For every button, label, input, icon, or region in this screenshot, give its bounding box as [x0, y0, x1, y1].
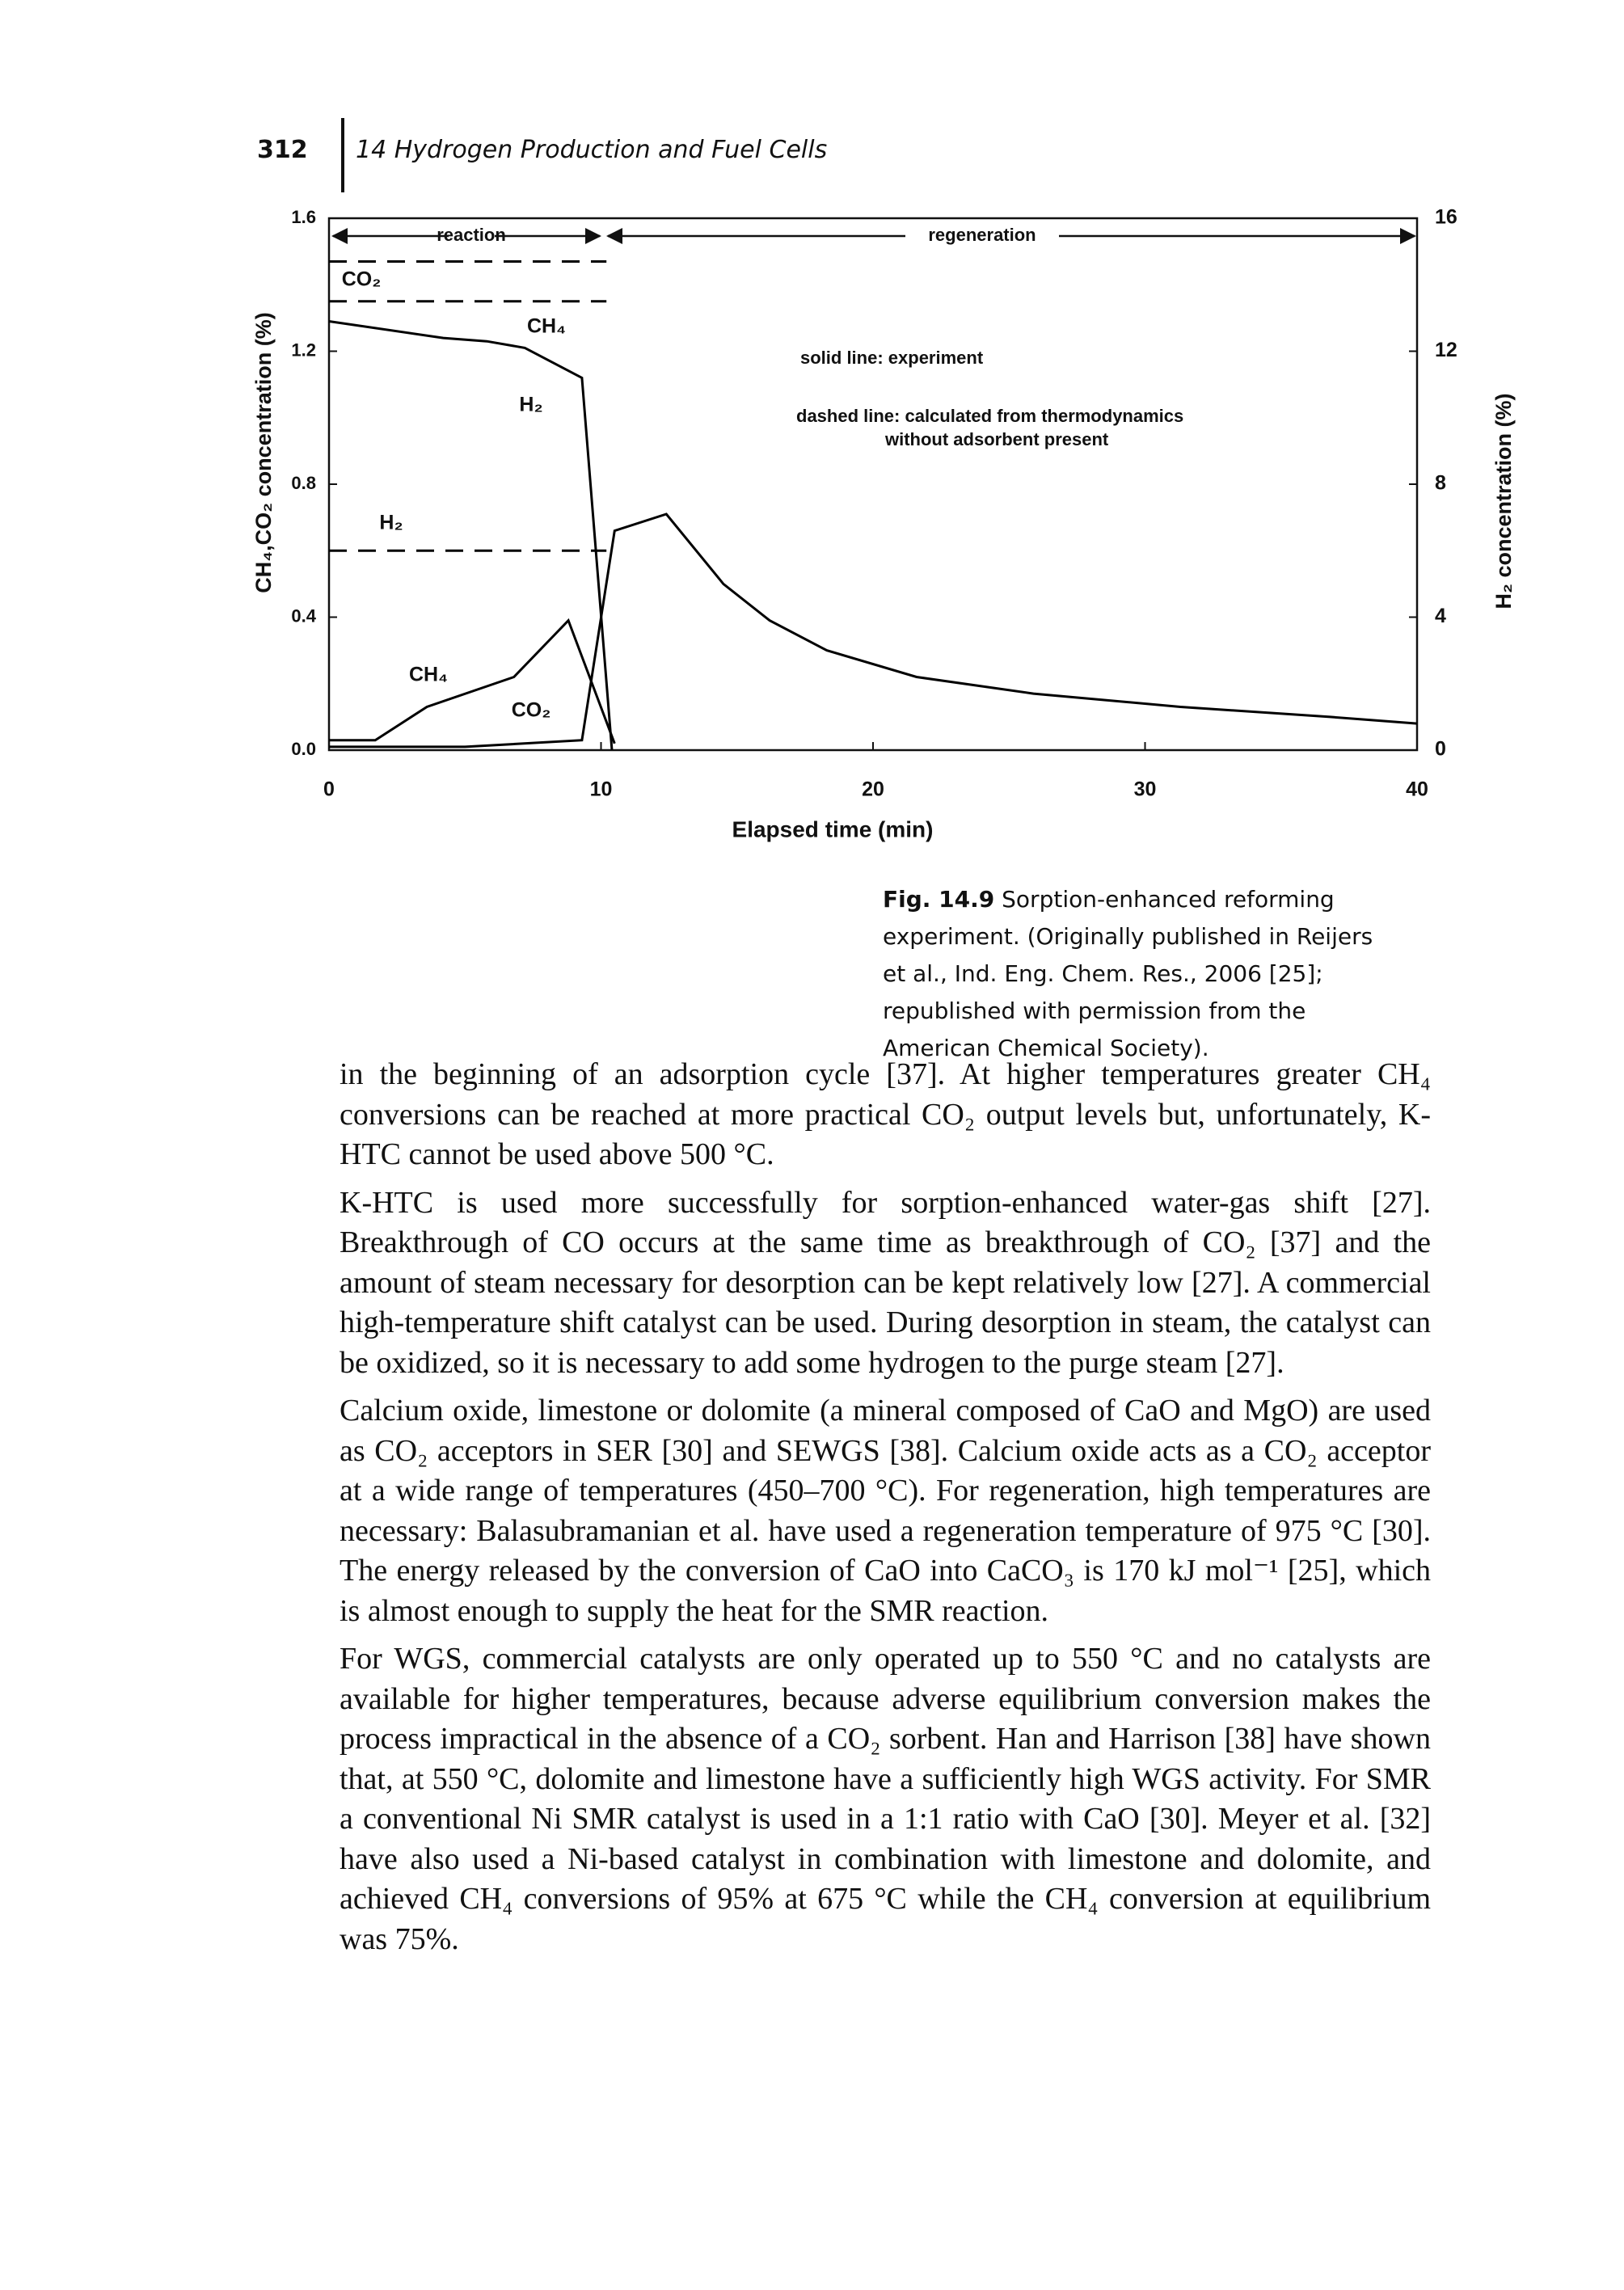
series-label: H₂ [519, 394, 542, 416]
y2-tick-label: 12 [1435, 339, 1457, 361]
running-title: 14 Hydrogen Production and Fuel Cells [356, 136, 828, 164]
body-text: in the beginning of an adsorption cycle … [340, 1055, 1431, 1967]
series-label: CH₄ [409, 664, 448, 686]
caption-text: Sorption-enhanced reforming experiment. … [883, 886, 1373, 1061]
x-tick-label: 40 [1406, 778, 1428, 801]
x-tick-label: 0 [323, 778, 335, 801]
series-label: CO₂ [342, 268, 382, 291]
header-rule [341, 118, 344, 192]
y-axis-label: CH₄,CO₂ concentration (%) [251, 312, 276, 593]
series-label: H₂ [379, 512, 403, 534]
y-tick-label: 0.4 [291, 605, 316, 626]
y-tick-label: 1.2 [291, 339, 316, 360]
paragraph: For WGS, commercial catalysts are only o… [340, 1642, 1431, 1956]
y2-axis-label: H₂ concentration (%) [1491, 393, 1516, 609]
series-line [329, 618, 616, 744]
x-tick-label: 30 [1134, 778, 1157, 801]
annotation: dashed line: calculated from thermodynam… [796, 406, 1183, 426]
y2-tick-label: 8 [1435, 472, 1446, 495]
paragraph: in the beginning of an adsorption cycle … [340, 1057, 1431, 1171]
series-line [329, 512, 1418, 749]
caption: Fig. 14.9 Sorption-enhanced reforming ex… [883, 881, 1400, 1067]
paragraph: Calcium oxide, limestone or dolomite (a … [340, 1394, 1431, 1628]
series-label: CO₂ [512, 699, 551, 722]
paragraph: K-HTC is used more successfully for sorp… [340, 1185, 1431, 1380]
chart: reaction regeneration solid line: experi… [251, 206, 1516, 842]
annotation: without adsorbent present [884, 429, 1109, 449]
x-axis-label: Elapsed time (min) [732, 816, 934, 841]
y2-tick-label: 16 [1435, 206, 1457, 229]
annotation: solid line: experiment [800, 348, 984, 368]
annotation: reaction [437, 225, 506, 245]
x-tick-label: 10 [590, 778, 613, 801]
y-tick-label: 0.8 [291, 473, 316, 493]
x-tick-label: 20 [862, 778, 884, 801]
y2-tick-label: 4 [1435, 605, 1446, 627]
annotation: regeneration [928, 225, 1036, 245]
series-label: CH₄ [527, 315, 566, 338]
y-tick-label: 0.0 [291, 739, 316, 759]
y-tick-label: 1.6 [291, 207, 316, 227]
series-line [328, 320, 614, 751]
page-number: 312 [257, 136, 308, 164]
y2-tick-label: 0 [1435, 738, 1446, 761]
caption-label: Fig. 14.9 [883, 886, 995, 913]
plot-frame [327, 217, 1419, 752]
